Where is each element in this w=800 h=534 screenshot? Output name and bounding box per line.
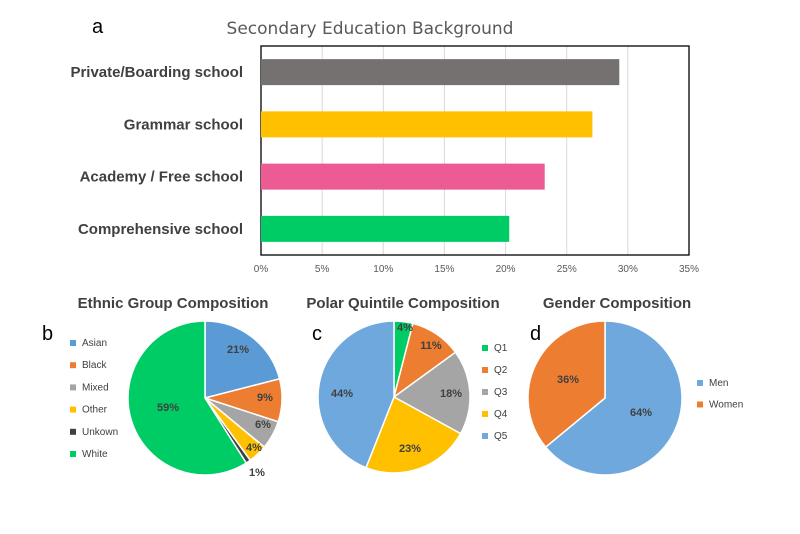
pie-b-legend-swatch-unkown [70,428,76,435]
bar-x-tick-label: 30% [618,264,638,275]
pie-b-legend-swatch-black [70,362,76,369]
pie-b-legend-label-white: White [82,449,108,460]
panel-letter-c: c [312,323,322,345]
pie-c-legend-swatch-q2 [482,367,488,373]
pie-c: 4% 11% 18% 23% 44% Q1 Q2 Q3 Q4 Q5 [317,320,508,474]
pie-c-legend-swatch-q5 [482,433,488,439]
pie-b: 21% 9% 6% 4% 1% 59% Asian Black Mixed Other Unkown… [70,320,283,479]
bar-academy-free-school [261,163,545,190]
pie-d-legend-label-men: Men [709,378,728,389]
bar-x-tick-label: 15% [434,264,454,275]
pie-c-value-label-q2: 11% [420,340,442,352]
pie-d-value-label-women: 36% [557,374,579,386]
pie-c-value-label-q1: 4% [397,322,413,334]
bar-x-tick-labels: 0% 5% 10% 15% 20% 25% 30% 35% [254,264,699,275]
bar-chart-title: Secondary Education Background [227,19,514,39]
bar-grammar-school [261,111,593,138]
bar-marks [261,59,620,242]
bar-label-private-boarding-school: Private/Boarding school [70,64,243,81]
pie-b-legend-label-mixed: Mixed [82,382,109,393]
panel-letter-b: b [42,323,53,345]
bar-label-grammar-school: Grammar school [124,116,243,133]
pie-d-slice-men [544,320,683,476]
panel-letter-a: a [92,16,104,38]
pie-b-value-label-white: 59% [157,402,179,414]
pie-b-value-label-asian: 21% [227,344,249,356]
bar-label-comprehensive-school: Comprehensive school [78,221,243,238]
pie-c-legend-swatch-q3 [482,389,488,395]
pie-c-value-label-q3: 18% [440,388,462,400]
pie-b-title: Ethnic Group Composition [78,295,269,312]
pie-c-slice-q5 [317,320,395,469]
bar-x-tick-label: 35% [679,264,699,275]
pie-c-legend-swatch-q4 [482,411,488,417]
pie-d-value-label-men: 64% [630,407,652,419]
bar-x-tick-label: 10% [373,264,393,275]
pie-b-value-label-black: 9% [257,392,273,404]
pie-d-legend-swatch-men [697,380,703,386]
pie-d-legend-swatch-women [697,401,703,408]
bar-comprehensive-school [261,215,510,242]
pie-c-value-label-q4: 23% [399,443,421,455]
pie-d-slice-women [527,320,606,449]
pie-d-legend-label-women: Women [709,400,743,411]
panel-letter-d: d [530,323,541,345]
pie-d-title: Gender Composition [543,295,691,312]
pie-c-slice-q3 [392,351,471,435]
bar-category-labels: Private/Boarding school Grammar school Aca… [70,64,243,238]
bar-private-boarding-school [261,59,620,86]
pie-c-slice-q4 [365,395,462,474]
pie-c-legend-label-q2: Q2 [494,365,508,376]
pie-c-value-label-q5: 44% [331,388,353,400]
pie-b-legend-swatch-white [70,451,76,457]
pie-b-slice-white [127,320,248,476]
pie-c-legend-label-q1: Q1 [494,343,508,354]
bar-plot-frame [260,45,690,256]
pie-b-value-label-mixed: 6% [255,419,271,431]
pie-b-legend-swatch-other [70,406,76,413]
pie-c-legend-label-q5: Q5 [494,431,508,442]
pie-c-legend-swatch-q1 [482,345,488,351]
pie-b-legend-swatch-asian [70,340,76,346]
pie-b-legend-label-unkown: Unkown [82,427,118,438]
pie-b-value-label-other: 4% [246,442,262,454]
pie-c-legend-label-q3: Q3 [494,387,508,398]
bar-x-tick-label: 25% [557,264,577,275]
bar-x-tick-label: 0% [254,264,269,275]
bar-x-tick-label: 5% [315,264,330,275]
pie-b-value-label-unkown: 1% [249,467,265,479]
pie-b-legend-label-black: Black [82,360,107,371]
pie-b-legend-label-other: Other [82,405,108,416]
pie-b-legend-label-asian: Asian [82,338,107,349]
pie-b-legend-swatch-mixed [70,384,76,391]
pie-d: 64% 36% Men Women [527,320,743,476]
pie-b-slice-asian [204,320,281,399]
pie-c-title: Polar Quintile Composition [306,295,499,312]
bar-label-academy-free-school: Academy / Free school [80,169,243,186]
bar-x-tick-label: 20% [496,264,516,275]
pie-c-legend-label-q4: Q4 [494,409,508,420]
